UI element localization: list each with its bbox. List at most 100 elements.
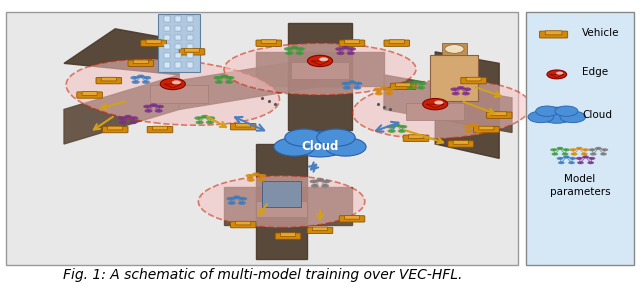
FancyBboxPatch shape (164, 16, 170, 22)
Circle shape (310, 180, 317, 183)
Circle shape (547, 70, 566, 79)
Circle shape (556, 71, 563, 75)
FancyBboxPatch shape (187, 44, 193, 49)
FancyBboxPatch shape (236, 123, 251, 127)
Circle shape (399, 125, 407, 128)
FancyBboxPatch shape (344, 215, 360, 219)
Circle shape (563, 148, 570, 151)
Circle shape (555, 106, 578, 116)
Circle shape (145, 109, 152, 113)
Circle shape (246, 174, 253, 177)
Polygon shape (550, 74, 564, 77)
Circle shape (562, 153, 568, 156)
Circle shape (137, 75, 145, 78)
FancyBboxPatch shape (175, 26, 182, 31)
Circle shape (388, 129, 396, 133)
Circle shape (343, 86, 351, 90)
Circle shape (393, 124, 401, 127)
Circle shape (528, 111, 554, 123)
FancyBboxPatch shape (77, 92, 102, 98)
FancyBboxPatch shape (442, 43, 467, 55)
FancyBboxPatch shape (390, 83, 416, 90)
Circle shape (457, 86, 465, 90)
Circle shape (119, 121, 127, 124)
FancyBboxPatch shape (164, 44, 170, 49)
Circle shape (539, 107, 575, 123)
FancyBboxPatch shape (152, 126, 168, 130)
Circle shape (581, 153, 588, 156)
FancyBboxPatch shape (256, 201, 307, 217)
FancyArrowPatch shape (376, 122, 398, 132)
Circle shape (570, 157, 576, 160)
FancyBboxPatch shape (82, 92, 97, 95)
Circle shape (550, 148, 557, 151)
FancyBboxPatch shape (187, 35, 193, 40)
Circle shape (325, 138, 366, 156)
Circle shape (156, 105, 164, 108)
Polygon shape (164, 84, 182, 88)
FancyBboxPatch shape (526, 12, 634, 265)
Circle shape (225, 80, 233, 84)
Circle shape (475, 129, 483, 133)
FancyBboxPatch shape (461, 77, 486, 84)
Circle shape (196, 121, 204, 124)
FancyBboxPatch shape (430, 55, 479, 101)
Polygon shape (64, 75, 179, 144)
FancyBboxPatch shape (175, 16, 182, 22)
FancyBboxPatch shape (291, 62, 349, 79)
FancyBboxPatch shape (6, 12, 518, 265)
FancyBboxPatch shape (164, 26, 170, 31)
FancyBboxPatch shape (403, 135, 429, 141)
Circle shape (435, 101, 444, 105)
Circle shape (317, 129, 355, 146)
Circle shape (576, 157, 582, 160)
Circle shape (589, 148, 595, 151)
FancyBboxPatch shape (164, 53, 170, 58)
Circle shape (398, 129, 406, 133)
Circle shape (602, 148, 608, 151)
Circle shape (552, 153, 558, 156)
Circle shape (124, 115, 132, 118)
FancyBboxPatch shape (280, 233, 296, 236)
Circle shape (451, 88, 458, 91)
FancyBboxPatch shape (141, 40, 166, 46)
Circle shape (463, 125, 471, 128)
Circle shape (214, 76, 221, 79)
Circle shape (285, 52, 293, 55)
FancyBboxPatch shape (101, 77, 116, 81)
Circle shape (422, 98, 448, 110)
Circle shape (419, 82, 426, 85)
Circle shape (452, 92, 460, 95)
Circle shape (476, 125, 484, 128)
Text: Vehicle: Vehicle (582, 28, 620, 38)
FancyBboxPatch shape (187, 53, 193, 58)
FancyBboxPatch shape (175, 62, 182, 68)
Circle shape (172, 80, 181, 84)
FancyArrowPatch shape (235, 117, 264, 131)
Circle shape (259, 174, 266, 177)
FancyBboxPatch shape (108, 126, 123, 130)
Circle shape (582, 148, 589, 151)
FancyBboxPatch shape (312, 227, 328, 231)
Ellipse shape (353, 80, 531, 139)
Circle shape (311, 184, 319, 187)
Circle shape (129, 121, 137, 124)
Circle shape (247, 178, 255, 182)
Circle shape (571, 153, 577, 156)
FancyBboxPatch shape (164, 62, 170, 68)
FancyBboxPatch shape (540, 31, 568, 38)
Circle shape (160, 78, 186, 90)
Text: Cloud: Cloud (582, 110, 612, 120)
Text: Cloud: Cloud (301, 140, 339, 154)
FancyBboxPatch shape (96, 77, 122, 84)
FancyBboxPatch shape (384, 40, 410, 46)
Circle shape (228, 201, 236, 205)
FancyBboxPatch shape (262, 181, 301, 207)
Polygon shape (426, 104, 444, 108)
Polygon shape (224, 187, 352, 225)
Circle shape (285, 129, 323, 146)
Circle shape (557, 147, 563, 150)
Circle shape (131, 116, 138, 120)
Circle shape (307, 55, 333, 67)
FancyBboxPatch shape (187, 26, 193, 31)
